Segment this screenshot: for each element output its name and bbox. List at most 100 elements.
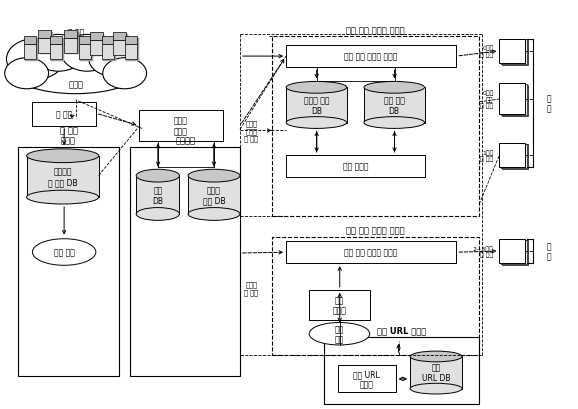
Bar [90, 41, 103, 56]
Bar [410, 357, 462, 389]
Bar [324, 337, 479, 404]
Bar [64, 39, 77, 54]
Text: 웹 로봇: 웹 로봇 [56, 110, 72, 119]
Text: 사전
DB: 사전 DB [153, 186, 164, 205]
Ellipse shape [410, 351, 462, 362]
Text: 0등급
아닌
웹 문서: 0등급 아닌 웹 문서 [480, 90, 494, 109]
Bar [102, 37, 114, 45]
Text: 규칙 기반 텍스트 분류기: 규칙 기반 텍스트 분류기 [344, 52, 398, 61]
Circle shape [61, 35, 113, 72]
Bar [502, 145, 528, 169]
Bar [272, 37, 479, 217]
Bar [501, 40, 527, 65]
Text: 0등급
웹 문서: 0등급 웹 문서 [480, 46, 494, 58]
Text: 전거 사전
DB: 전거 사전 DB [384, 96, 405, 115]
Ellipse shape [136, 208, 179, 221]
Bar [286, 155, 424, 178]
Circle shape [103, 58, 147, 90]
Bar [50, 37, 62, 45]
Text: 유해어 사전
DB: 유해어 사전 DB [303, 96, 329, 115]
Ellipse shape [364, 82, 424, 94]
Text: 학습용
웹 문서: 학습용 웹 문서 [244, 281, 258, 295]
Bar [501, 85, 527, 116]
Bar [364, 88, 424, 123]
Text: 학습 기반 텍스트 분류부: 학습 기반 텍스트 분류부 [346, 226, 405, 235]
Ellipse shape [410, 383, 462, 394]
Circle shape [5, 58, 49, 90]
Bar [188, 176, 240, 214]
Bar [24, 37, 36, 45]
Text: 웹 문서
수집부: 웹 문서 수집부 [60, 126, 77, 145]
Bar [501, 144, 527, 169]
Bar [499, 144, 525, 168]
Text: 규칙 기반 텍스트 분류부: 규칙 기반 텍스트 분류부 [346, 26, 405, 35]
Ellipse shape [286, 117, 347, 129]
Bar [499, 84, 525, 115]
Bar [286, 88, 347, 123]
Bar [51, 39, 64, 61]
Bar [125, 45, 138, 60]
Text: 불용어
사전 DB: 불용어 사전 DB [203, 186, 225, 205]
Text: 판별 기준: 판별 기준 [54, 248, 75, 257]
Bar [115, 35, 128, 57]
Text: 형태소
분석기: 형태소 분석기 [174, 116, 188, 136]
Text: 기본선별
웹 문서 DB: 기본선별 웹 문서 DB [48, 167, 77, 187]
Bar [92, 35, 105, 57]
Text: 전처리부: 전처리부 [175, 137, 195, 145]
Bar [499, 239, 525, 264]
Ellipse shape [27, 149, 99, 163]
Text: 유해
URL DB: 유해 URL DB [422, 363, 450, 382]
Bar [80, 39, 93, 61]
Ellipse shape [27, 191, 99, 204]
Circle shape [32, 35, 84, 72]
Text: 학습 기반 텍스트 분류기: 학습 기반 텍스트 분류기 [344, 248, 398, 257]
Ellipse shape [188, 208, 240, 221]
Ellipse shape [309, 323, 370, 345]
Ellipse shape [32, 239, 96, 265]
Bar [139, 111, 223, 142]
Bar [32, 103, 96, 127]
Bar [24, 45, 36, 60]
Bar [102, 45, 114, 60]
Bar [50, 45, 62, 60]
Text: 인터넷: 인터넷 [68, 80, 83, 89]
Bar [272, 237, 479, 355]
Bar [40, 33, 53, 55]
Ellipse shape [188, 170, 240, 182]
Bar [18, 147, 119, 376]
Circle shape [6, 39, 64, 80]
Bar [125, 37, 138, 45]
Bar [502, 241, 528, 265]
Text: 기계
학습기: 기계 학습기 [332, 296, 346, 315]
Text: 유해 URL
관리기: 유해 URL 관리기 [354, 369, 380, 389]
Bar [136, 176, 179, 214]
Ellipse shape [136, 170, 179, 182]
Bar [64, 31, 77, 39]
Ellipse shape [9, 45, 142, 94]
Text: 무
해: 무 해 [546, 94, 551, 113]
Bar [502, 41, 528, 65]
Bar [127, 39, 139, 61]
Bar [499, 39, 525, 64]
Bar [309, 290, 370, 321]
Text: 사전 편집기: 사전 편집기 [343, 162, 368, 171]
Bar [38, 31, 51, 39]
Bar [27, 156, 99, 198]
Bar [79, 45, 91, 60]
Bar [113, 33, 126, 41]
Bar [501, 240, 527, 265]
Text: 유
해: 유 해 [546, 242, 551, 261]
Bar [38, 39, 51, 54]
Bar [103, 39, 116, 61]
Bar [502, 86, 528, 117]
Bar [90, 33, 103, 41]
Text: 웹 서버: 웹 서버 [68, 28, 84, 37]
Ellipse shape [286, 82, 347, 94]
Text: 유무해
판별용
웹 문서: 유무해 판별용 웹 문서 [244, 120, 258, 142]
Bar [286, 241, 456, 264]
Bar [79, 37, 91, 45]
Bar [338, 366, 396, 392]
Text: 학습
모델: 학습 모델 [335, 324, 344, 344]
Text: 유해 URL 관리부: 유해 URL 관리부 [377, 326, 426, 335]
Bar [286, 45, 456, 68]
